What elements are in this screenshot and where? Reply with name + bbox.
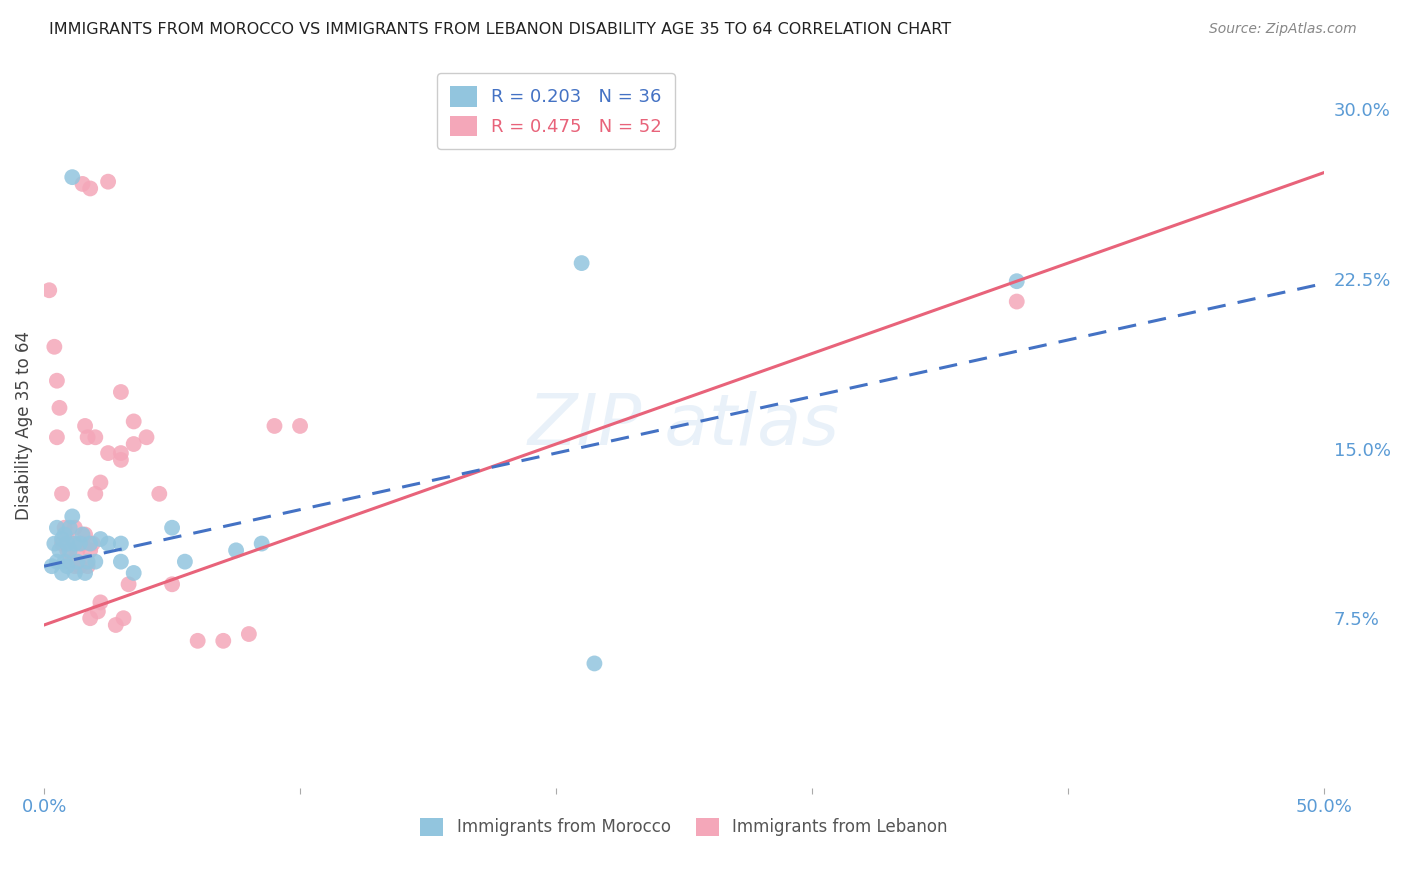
Point: [76, 559, 98, 574]
Point: [89, 532, 111, 546]
Point: [60, 536, 83, 550]
Text: IMMIGRANTS FROM MOROCCO VS IMMIGRANTS FROM LEBANON DISABILITY AGE 35 TO 64 CORRE: IMMIGRANTS FROM MOROCCO VS IMMIGRANTS FR…: [49, 22, 952, 37]
Point: [44, 340, 66, 354]
Point: [38, 283, 60, 297]
Point: [63, 566, 86, 580]
Point: [63, 536, 86, 550]
Point: [48, 401, 70, 415]
Point: [45, 374, 67, 388]
Point: [69, 559, 91, 574]
Point: [51, 487, 73, 501]
Point: [79, 611, 101, 625]
Point: [82, 536, 104, 550]
Point: [97, 175, 120, 189]
Point: [72, 177, 94, 191]
Point: [60, 509, 83, 524]
Point: [84, 555, 107, 569]
Point: [59, 555, 82, 569]
Point: [76, 430, 98, 444]
Point: [148, 487, 170, 501]
Point: [238, 627, 260, 641]
Point: [104, 618, 127, 632]
Point: [110, 555, 132, 569]
Text: Source: ZipAtlas.com: Source: ZipAtlas.com: [1209, 22, 1357, 37]
Point: [84, 487, 107, 501]
Point: [53, 555, 76, 569]
Point: [79, 181, 101, 195]
Point: [44, 536, 66, 550]
Point: [571, 256, 593, 270]
Point: [122, 566, 145, 580]
Point: [160, 521, 183, 535]
Point: [79, 536, 101, 550]
Point: [250, 536, 273, 550]
Point: [59, 521, 82, 535]
Point: [45, 555, 67, 569]
Point: [53, 536, 76, 550]
Point: [59, 536, 82, 550]
Point: [1005, 274, 1028, 288]
Point: [56, 543, 79, 558]
Point: [187, 633, 209, 648]
Point: [41, 559, 63, 574]
Point: [48, 543, 70, 558]
Point: [63, 521, 86, 535]
Point: [53, 521, 76, 535]
Point: [79, 543, 101, 558]
Point: [87, 604, 110, 618]
Y-axis label: Disability Age 35 to 64: Disability Age 35 to 64: [15, 332, 32, 520]
Point: [97, 446, 120, 460]
Point: [173, 555, 195, 569]
Point: [53, 527, 76, 541]
Point: [75, 566, 97, 580]
Point: [51, 536, 73, 550]
Point: [75, 419, 97, 434]
Point: [76, 555, 98, 569]
Point: [110, 453, 132, 467]
Point: [288, 419, 311, 434]
Point: [84, 430, 107, 444]
Point: [89, 595, 111, 609]
Point: [110, 446, 132, 460]
Point: [69, 536, 91, 550]
Point: [110, 536, 132, 550]
Point: [112, 611, 135, 625]
Point: [110, 384, 132, 399]
Point: [1005, 294, 1028, 309]
Point: [160, 577, 183, 591]
Point: [117, 577, 139, 591]
Point: [56, 536, 79, 550]
Point: [66, 543, 89, 558]
Point: [122, 437, 145, 451]
Text: ZIP atlas: ZIP atlas: [529, 392, 839, 460]
Point: [56, 559, 79, 574]
Point: [45, 430, 67, 444]
Point: [59, 543, 82, 558]
Point: [72, 527, 94, 541]
Point: [212, 633, 235, 648]
Point: [72, 536, 94, 550]
Point: [225, 543, 247, 558]
Point: [60, 170, 83, 185]
Point: [583, 657, 606, 671]
Point: [56, 532, 79, 546]
Legend: Immigrants from Morocco, Immigrants from Lebanon: Immigrants from Morocco, Immigrants from…: [412, 809, 956, 845]
Point: [66, 555, 89, 569]
Point: [89, 475, 111, 490]
Point: [97, 536, 120, 550]
Point: [122, 414, 145, 428]
Point: [63, 559, 86, 574]
Point: [51, 532, 73, 546]
Point: [45, 521, 67, 535]
Point: [135, 430, 157, 444]
Point: [75, 527, 97, 541]
Point: [263, 419, 285, 434]
Point: [51, 566, 73, 580]
